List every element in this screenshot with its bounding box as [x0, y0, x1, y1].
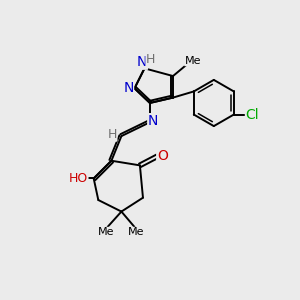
Text: Me: Me: [185, 56, 201, 66]
Text: Cl: Cl: [245, 107, 259, 122]
Text: N: N: [137, 55, 147, 69]
Text: Me: Me: [128, 227, 144, 237]
Text: O: O: [157, 149, 168, 163]
Text: N: N: [123, 81, 134, 95]
Text: N: N: [148, 114, 158, 128]
Text: HO: HO: [69, 172, 88, 185]
Text: Me: Me: [98, 227, 114, 237]
Text: H: H: [107, 128, 117, 141]
Text: H: H: [146, 52, 155, 66]
